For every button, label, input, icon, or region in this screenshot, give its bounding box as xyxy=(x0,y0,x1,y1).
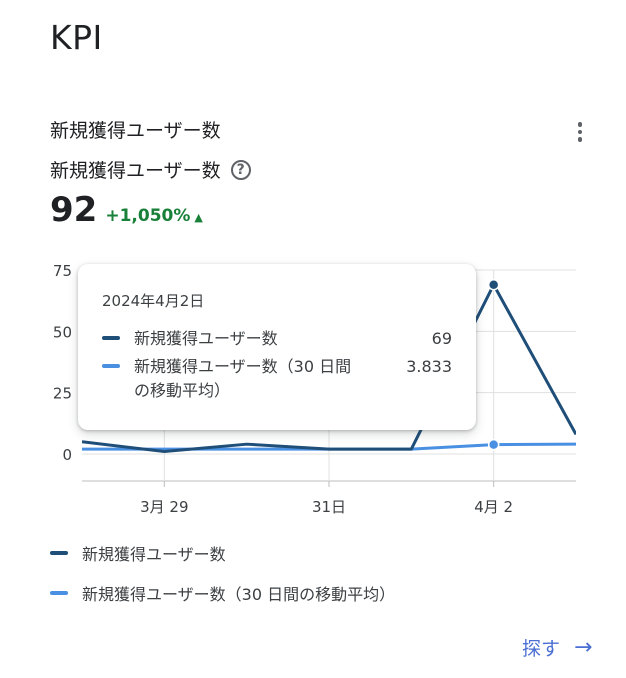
y-tick-label: 25 xyxy=(53,385,72,403)
x-tick-label: 31日 xyxy=(312,498,346,516)
metric-value-row: 92 +1,050% ▲ xyxy=(50,190,203,230)
menu-dot xyxy=(577,129,583,135)
tooltip-row: 新規獲得ユーザー数（30 日間の移動平均） 3.833 xyxy=(102,355,452,403)
metric-value: 92 xyxy=(50,190,98,230)
tooltip-series-value: 69 xyxy=(431,329,452,348)
triangle-up-icon: ▲ xyxy=(194,211,203,224)
x-tick-label: 3月 29 xyxy=(140,498,188,516)
legend-label: 新規獲得ユーザー数 xyxy=(82,545,226,564)
tooltip-series-name: 新規獲得ユーザー数（30 日間の移動平均） xyxy=(134,357,352,400)
tooltip-date: 2024年4月2日 xyxy=(102,292,205,310)
menu-dot xyxy=(577,137,583,142)
legend-swatch-series-2 xyxy=(50,591,68,595)
tooltip-swatch-series-1 xyxy=(102,336,120,340)
legend-swatch-series-1 xyxy=(50,551,68,555)
explore-label: 探す xyxy=(522,638,561,660)
data-point-moving-average xyxy=(487,438,500,451)
y-tick-label: 75 xyxy=(53,262,72,280)
menu-dot xyxy=(577,122,583,127)
legend-label: 新規獲得ユーザー数（30 日間の移動平均） xyxy=(82,585,396,604)
y-tick-label: 0 xyxy=(62,446,72,464)
legend-item[interactable]: 新規獲得ユーザー数（30 日間の移動平均） xyxy=(50,580,395,606)
card-title: 新規獲得ユーザー数 xyxy=(50,120,221,142)
tooltip-series-name: 新規獲得ユーザー数 xyxy=(134,329,278,348)
chart-tooltip: 2024年4月2日 新規獲得ユーザー数 69 新規獲得ユーザー数（30 日間の移… xyxy=(78,264,476,430)
more-vert-icon[interactable] xyxy=(566,116,594,148)
help-circle-icon[interactable]: ? xyxy=(230,159,251,180)
line-chart[interactable]: 0 25 50 75 3月 29 31日 4月 2 xyxy=(0,240,626,530)
tooltip-row: 新規獲得ユーザー数 69 xyxy=(102,327,452,351)
metric-header: 新規獲得ユーザー数 ? xyxy=(50,156,251,183)
metric-change: +1,050% xyxy=(105,206,191,226)
tooltip-swatch-series-2 xyxy=(102,364,120,368)
legend-item[interactable]: 新規獲得ユーザー数 xyxy=(50,540,395,566)
chart-legend: 新規獲得ユーザー数 新規獲得ユーザー数（30 日間の移動平均） xyxy=(50,540,395,620)
arrow-right-icon: → xyxy=(574,635,593,660)
page-title: KPI xyxy=(50,18,103,57)
data-point-new-users xyxy=(487,278,500,291)
y-tick-label: 50 xyxy=(53,323,72,341)
explore-link[interactable]: 探す → xyxy=(522,634,592,661)
x-tick-label: 4月 2 xyxy=(474,498,513,516)
tooltip-series-value: 3.833 xyxy=(406,357,452,376)
metric-label: 新規獲得ユーザー数 xyxy=(50,160,221,182)
